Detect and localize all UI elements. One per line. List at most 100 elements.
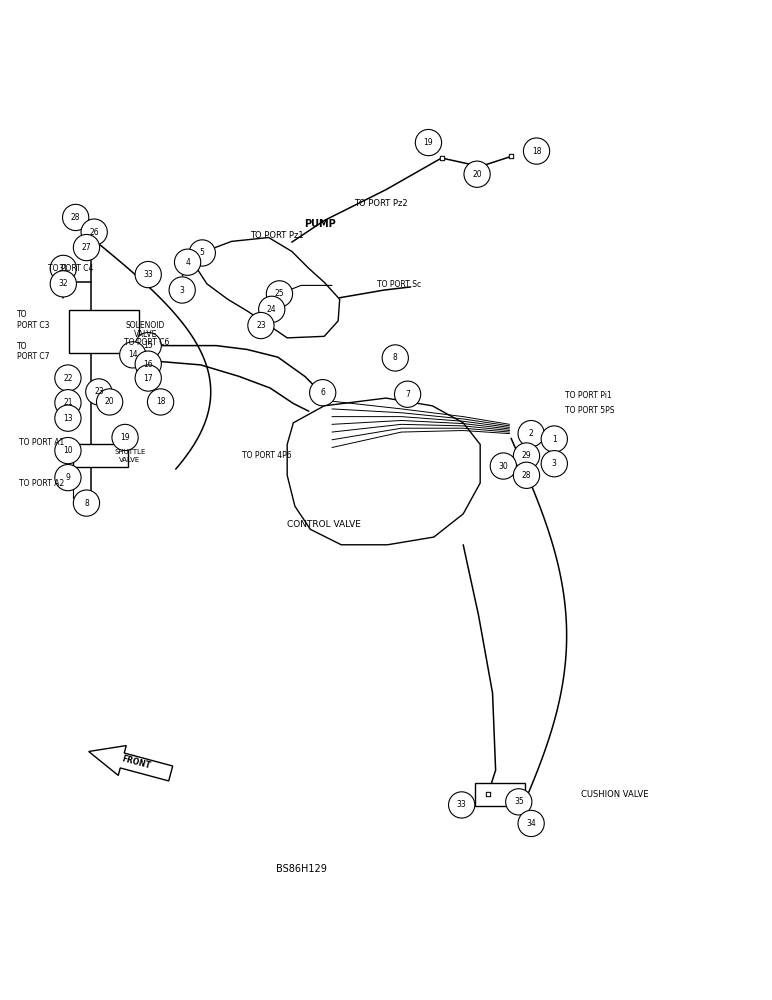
Text: 16: 16: [144, 360, 153, 369]
Text: 13: 13: [63, 414, 73, 423]
Polygon shape: [197, 238, 340, 338]
Text: 5: 5: [200, 248, 205, 257]
Text: 8: 8: [84, 499, 89, 508]
Text: BS86H129: BS86H129: [276, 864, 327, 874]
Text: 1: 1: [552, 435, 557, 444]
Text: 23: 23: [256, 321, 266, 330]
Circle shape: [55, 365, 81, 391]
Text: TO PORT A2: TO PORT A2: [19, 479, 65, 488]
Circle shape: [541, 451, 567, 477]
Text: 22: 22: [63, 374, 73, 383]
Text: 29: 29: [522, 451, 531, 460]
Circle shape: [50, 271, 76, 297]
Text: 18: 18: [532, 147, 541, 156]
Circle shape: [63, 204, 89, 231]
Bar: [475, 783, 525, 806]
Circle shape: [174, 249, 201, 275]
Circle shape: [73, 234, 100, 261]
Text: 35: 35: [514, 797, 523, 806]
Circle shape: [382, 345, 408, 371]
Text: PUMP: PUMP: [304, 219, 337, 229]
Text: 19: 19: [120, 433, 130, 442]
Polygon shape: [287, 398, 480, 545]
Circle shape: [513, 462, 540, 488]
Polygon shape: [89, 746, 173, 781]
Text: CUSHION VALVE: CUSHION VALVE: [581, 790, 648, 799]
Text: 19: 19: [424, 138, 433, 147]
Text: FRONT: FRONT: [120, 754, 151, 771]
Text: TO PORT A1: TO PORT A1: [19, 438, 65, 447]
Text: TO PORT Pz2: TO PORT Pz2: [354, 199, 408, 208]
Text: 15: 15: [144, 341, 153, 350]
Text: SHUTTLE: SHUTTLE: [114, 449, 145, 455]
Text: 18: 18: [156, 397, 165, 406]
Circle shape: [513, 443, 540, 469]
Text: 34: 34: [527, 819, 536, 828]
Circle shape: [506, 789, 532, 815]
Circle shape: [449, 792, 475, 818]
Text: TO PORT Pz1: TO PORT Pz1: [249, 231, 303, 240]
Circle shape: [135, 332, 161, 359]
Circle shape: [135, 351, 161, 377]
Text: TO PORT Sc: TO PORT Sc: [377, 280, 421, 289]
Circle shape: [135, 261, 161, 288]
Text: 21: 21: [63, 398, 73, 407]
Text: TO PORT C4: TO PORT C4: [48, 264, 93, 273]
Circle shape: [96, 389, 123, 415]
Circle shape: [310, 380, 336, 406]
Circle shape: [464, 161, 490, 187]
Circle shape: [248, 312, 274, 339]
Circle shape: [523, 138, 550, 164]
Circle shape: [490, 453, 516, 479]
Circle shape: [55, 464, 81, 491]
Bar: [73, 444, 128, 467]
Text: TO PORT C6: TO PORT C6: [124, 338, 169, 347]
Circle shape: [169, 277, 195, 303]
Text: 32: 32: [59, 279, 68, 288]
Circle shape: [112, 424, 138, 451]
Text: 14: 14: [128, 350, 137, 359]
Circle shape: [518, 810, 544, 837]
Circle shape: [394, 381, 421, 407]
Circle shape: [55, 437, 81, 464]
Text: 28: 28: [522, 471, 531, 480]
Text: 6: 6: [320, 388, 325, 397]
Text: TO PORT Pi1: TO PORT Pi1: [565, 391, 612, 400]
Text: 33: 33: [144, 270, 153, 279]
Text: 27: 27: [82, 243, 91, 252]
Circle shape: [541, 426, 567, 452]
Circle shape: [55, 405, 81, 431]
Circle shape: [86, 379, 112, 405]
Text: 2: 2: [529, 429, 533, 438]
Circle shape: [55, 390, 81, 416]
Circle shape: [147, 389, 174, 415]
Text: TO
PORT C3: TO PORT C3: [17, 310, 49, 330]
Text: SOLENOID: SOLENOID: [125, 321, 165, 330]
Text: 10: 10: [63, 446, 73, 455]
Circle shape: [415, 129, 442, 156]
Text: 23: 23: [94, 387, 103, 396]
Text: 28: 28: [71, 213, 80, 222]
Text: 3: 3: [180, 286, 185, 295]
Bar: [69, 310, 139, 353]
Text: 33: 33: [457, 800, 466, 809]
Text: 3: 3: [552, 459, 557, 468]
Circle shape: [135, 365, 161, 391]
Text: 17: 17: [144, 374, 153, 383]
Circle shape: [266, 281, 293, 307]
Circle shape: [50, 255, 76, 282]
Text: 20: 20: [472, 170, 482, 179]
Circle shape: [189, 240, 215, 266]
Circle shape: [81, 219, 107, 245]
Circle shape: [120, 342, 146, 368]
Text: TO PORT 5PS: TO PORT 5PS: [565, 406, 615, 415]
Text: CONTROL VALVE: CONTROL VALVE: [287, 520, 361, 529]
Circle shape: [73, 490, 100, 516]
Text: 4: 4: [185, 258, 190, 267]
Circle shape: [518, 420, 544, 447]
Text: 7: 7: [405, 390, 410, 399]
Text: 31: 31: [59, 264, 68, 273]
Text: TO
PORT C7: TO PORT C7: [17, 342, 49, 361]
Text: 30: 30: [499, 462, 508, 471]
Text: 24: 24: [267, 305, 276, 314]
